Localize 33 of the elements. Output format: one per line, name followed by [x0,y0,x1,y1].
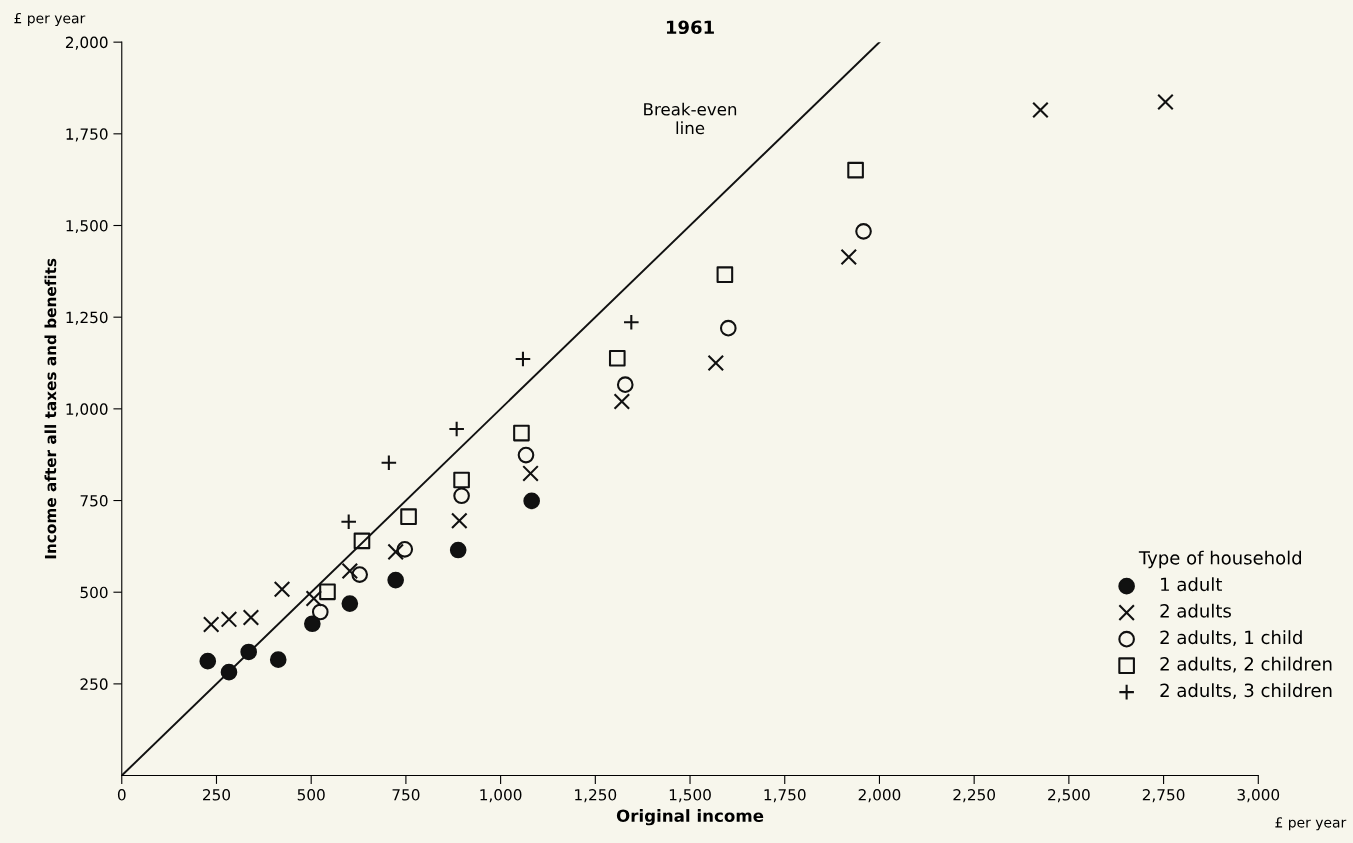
text: £ per year [1275,817,1347,831]
annotation: Break-even line [644,102,737,135]
x-tick-label: 1,750 [764,789,806,803]
x-axis-title: Original income [616,809,764,826]
legend-label: 1 adult [1161,577,1222,592]
y-tick-label: 500 [80,586,108,599]
x-tick-label: 750 [392,789,420,801]
legend-label: 2 adults, 3 children [1160,683,1332,699]
y-tick-label: 250 [80,678,108,690]
legend-label: 2 adults, 1 child [1160,630,1302,646]
x-tick-label: 1,000 [480,789,522,803]
legend-title: Type of household [1138,550,1302,569]
x-tick-label: 2,500 [1048,789,1090,803]
legend-label: 2 adults, 2 children [1160,656,1332,673]
y-axis-title: Income after all taxes and benefits [44,258,57,559]
x-tick-label: 2,250 [953,789,996,803]
y-tick-label: 750 [80,495,108,507]
x-tick-label: 500 [297,789,325,801]
y-tick-label: 1,000 [66,403,108,417]
y-tick-label: 1,500 [66,219,108,234]
y-tick-label: 1,250 [66,311,108,325]
x-tick-label: 1,500 [669,789,711,803]
x-tick-label: 2,000 [858,789,901,803]
chart-title: 1961 [666,20,714,35]
x-tick-label: 3,000 [1237,789,1280,803]
y-tick-label: 2,000 [65,36,108,50]
x-tick-label: 250 [203,789,231,801]
text: £ per year [14,12,86,27]
x-tick-label: 0 [117,789,126,801]
x-tick-label: 1,250 [575,789,617,803]
y-tick-label: 1,750 [66,128,108,142]
legend-label: 2 adults [1160,603,1231,618]
x-tick-label: 2,750 [1142,789,1185,803]
